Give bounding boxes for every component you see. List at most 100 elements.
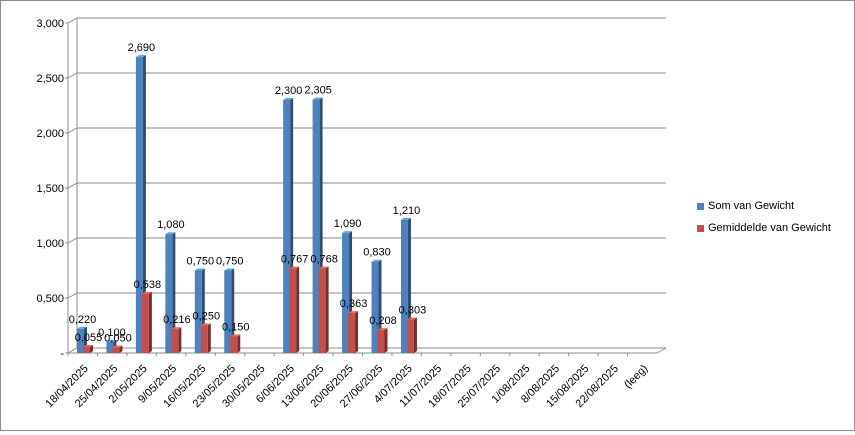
- bar-top: [106, 340, 117, 342]
- data-label: 0,100: [98, 327, 126, 339]
- bar-top: [289, 266, 300, 269]
- bar-gemiddelde-van-gewicht: [171, 329, 179, 353]
- bar-top: [135, 55, 146, 58]
- bar-top: [200, 323, 211, 326]
- bar-top: [377, 328, 388, 331]
- data-label: 0,538: [134, 279, 162, 291]
- y-tick-label: 1,500: [36, 183, 64, 195]
- gridline: [67, 127, 666, 134]
- data-label: 0,303: [399, 305, 427, 317]
- bar-side: [325, 266, 329, 353]
- bar-top: [348, 311, 359, 314]
- bar-top: [371, 259, 382, 262]
- legend: Som van Gewicht Gemiddelde van Gewicht: [697, 195, 831, 239]
- data-label: 2,305: [304, 84, 332, 96]
- data-label: 0,055: [75, 332, 103, 344]
- x-tick-label: (leeg): [622, 363, 650, 391]
- bar-side: [142, 55, 146, 353]
- bar-side: [119, 345, 123, 353]
- bar-side: [384, 328, 388, 353]
- bar-som-van-gewicht: [106, 342, 114, 353]
- y-tick-label: -: [60, 348, 64, 360]
- bar-top: [230, 334, 241, 337]
- bar-side: [207, 323, 211, 353]
- bar-top: [77, 326, 87, 329]
- bar-gemiddelde-van-gewicht: [289, 268, 297, 353]
- bar-side: [231, 268, 235, 353]
- bar-gemiddelde-van-gewicht: [112, 347, 120, 353]
- data-label: 0,750: [187, 256, 215, 268]
- bar-som-van-gewicht: [135, 57, 143, 353]
- data-label: 0,767: [281, 254, 309, 266]
- y-tick-label: 0,500: [36, 293, 64, 305]
- bar-top: [400, 217, 411, 220]
- bar-gemiddelde-van-gewicht: [230, 336, 238, 353]
- data-label: 0,250: [193, 311, 221, 323]
- bar-top: [171, 327, 182, 330]
- bar-side: [90, 344, 93, 353]
- bar-som-van-gewicht: [371, 261, 379, 353]
- data-label: 1,080: [157, 219, 185, 231]
- data-label: 1,210: [393, 205, 421, 217]
- gridline: [67, 17, 666, 24]
- gridline: [67, 347, 666, 354]
- bar-side: [148, 291, 152, 353]
- legend-label-gemiddelde: Gemiddelde van Gewicht: [708, 222, 831, 234]
- y-tick-label: 2,000: [36, 128, 64, 140]
- data-label: 0,750: [216, 256, 244, 268]
- data-label: 0,220: [69, 314, 97, 326]
- bar-som-van-gewicht: [342, 233, 350, 353]
- bars: [77, 55, 417, 353]
- bar-side: [355, 311, 359, 353]
- bar-top: [165, 232, 176, 235]
- bar-top: [342, 231, 353, 234]
- data-label: 1,090: [334, 218, 362, 230]
- legend-swatch-som: [697, 202, 704, 210]
- data-label: 2,300: [275, 85, 303, 97]
- legend-label-som: Som van Gewicht: [708, 200, 795, 212]
- bar-som-van-gewicht: [312, 99, 320, 353]
- bar-som-van-gewicht: [224, 270, 232, 353]
- legend-entry-gemiddelde: Gemiddelde van Gewicht: [697, 217, 831, 239]
- gridline: [67, 72, 666, 79]
- bar-som-van-gewicht: [283, 100, 291, 353]
- legend-swatch-gemiddelde: [697, 224, 704, 232]
- bar-side: [413, 317, 417, 353]
- bar-gemiddelde-van-gewicht: [200, 325, 208, 353]
- y-tick-label: 2,500: [36, 73, 64, 85]
- bar-gemiddelde-van-gewicht: [83, 346, 90, 353]
- data-label: 0,150: [222, 322, 250, 334]
- data-label: 0,363: [340, 298, 368, 310]
- bar-gemiddelde-van-gewicht: [318, 268, 326, 353]
- bar-som-van-gewicht: [165, 234, 173, 353]
- bar-som-van-gewicht: [77, 328, 84, 353]
- bar-side: [296, 266, 300, 353]
- bar-top: [112, 345, 123, 348]
- bar-som-van-gewicht: [400, 219, 408, 353]
- y-tick-label: 1,000: [36, 238, 64, 250]
- bar-top: [318, 266, 329, 269]
- data-label: 0,050: [104, 333, 132, 345]
- bar-side: [172, 232, 176, 353]
- gridline: [67, 182, 666, 189]
- data-label: 0,830: [363, 247, 391, 259]
- data-label: 0,208: [369, 315, 397, 327]
- bar-top: [312, 97, 323, 100]
- bar-gemiddelde-van-gewicht: [348, 313, 356, 353]
- y-tick-label: 3,000: [36, 18, 64, 30]
- bar-gemiddelde-van-gewicht: [377, 330, 385, 353]
- bar-top: [224, 268, 235, 271]
- bar-gemiddelde-van-gewicht: [141, 293, 149, 353]
- floor-edge: [656, 347, 667, 354]
- bar-top: [406, 317, 417, 320]
- bar-side: [237, 334, 241, 353]
- data-label: 0,216: [163, 314, 191, 326]
- data-label: 0,768: [310, 254, 338, 266]
- bar-top: [83, 344, 93, 347]
- bar-top: [194, 268, 205, 271]
- bar-top: [141, 291, 152, 294]
- bar-side: [178, 327, 182, 353]
